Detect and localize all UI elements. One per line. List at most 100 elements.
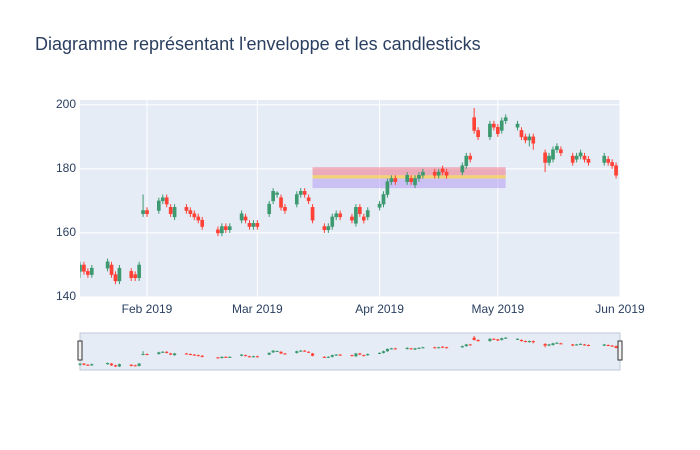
slider-body [381,351,386,353]
slider-body [137,363,141,366]
candle-body [113,274,118,282]
candle-body [543,152,547,163]
slider-handle[interactable] [77,340,83,361]
candle-body [515,123,520,128]
x-tick-label: Apr 2019 [355,302,404,316]
candle-body [555,146,559,150]
slider-body [531,341,535,343]
slider-body [322,356,326,358]
candle-body [476,130,480,138]
slider-body [133,365,137,367]
slider-body [275,350,279,352]
candle-body [385,181,390,195]
candle-body [358,207,362,214]
candle-body [247,223,252,227]
slider-body [496,339,500,341]
candle-body [523,136,528,141]
candle-body [172,207,177,218]
slider-body [228,356,232,358]
candle-body [393,178,398,182]
slider-body [330,355,334,357]
candle-body [330,216,335,227]
candle-body [570,155,575,163]
slider-body [385,348,390,352]
slider-body [251,356,256,358]
slider-body [243,355,248,357]
slider-body [354,353,358,357]
candle-body [460,165,465,173]
candle-body [275,192,279,195]
candle-body [405,175,409,182]
slider-body [145,354,149,356]
candle-body [133,274,138,279]
candle-body [298,191,303,195]
x-tick-label: Feb 2019 [122,302,173,316]
candle-body [492,123,496,128]
x-tick-label: May 2019 [471,302,524,316]
slider-body [519,339,524,342]
slider-body [200,355,204,357]
candle-body [251,223,256,227]
candle-body [224,226,228,230]
envelope-band [312,175,506,179]
slider-body [240,354,244,356]
candle-body [499,120,504,131]
slider-body [409,348,413,350]
candle-body [488,123,492,138]
candle-body [216,229,220,234]
candle-body [610,162,614,166]
slider-body [255,356,259,358]
slider-body [157,352,161,355]
candle-body [614,165,618,176]
slider-body [460,346,464,348]
candle-body [495,126,500,134]
candle-body [141,210,145,214]
candle-body [279,197,283,208]
slider-body [169,353,173,355]
slider-body [82,363,86,365]
candle-body [239,213,244,221]
candle-body [417,175,421,179]
candle-body [227,226,232,230]
candle-body [409,178,413,182]
slider-body [441,346,445,348]
slider-body [283,353,287,355]
slider-body [575,344,579,346]
candle-body [322,226,327,230]
slider-body [468,344,472,346]
candle-body [306,197,311,202]
slider-handle[interactable] [617,340,623,361]
candle-body [582,155,587,160]
slider-body [523,341,527,343]
slider-body [488,338,492,342]
range-slider[interactable] [79,332,621,371]
slider-body [78,363,82,365]
candle-body [602,155,607,163]
candle-body [586,159,591,163]
candle-body [519,130,524,138]
slider-body [358,353,362,355]
candle-body [559,149,563,154]
candle-body [243,216,248,221]
candle-body [377,203,382,208]
slider-body [338,354,342,356]
candle-body [168,207,173,214]
slider-body [86,364,90,366]
slider-body [472,337,476,340]
slider-body [555,342,559,344]
slider-body [220,356,224,358]
candle-body [326,226,331,230]
candle-body [578,152,583,157]
slider-body [582,344,587,346]
y-tick-label: 180 [56,161,76,175]
slider-body [326,356,330,358]
candle-body [283,207,287,211]
x-tick-label: Jun 2019 [595,302,645,316]
y-tick-label: 160 [56,225,76,239]
candle-body [547,155,551,163]
slider-body [389,348,393,350]
candle-body [334,213,339,218]
candle-body [188,210,193,214]
candle-body [271,191,275,202]
